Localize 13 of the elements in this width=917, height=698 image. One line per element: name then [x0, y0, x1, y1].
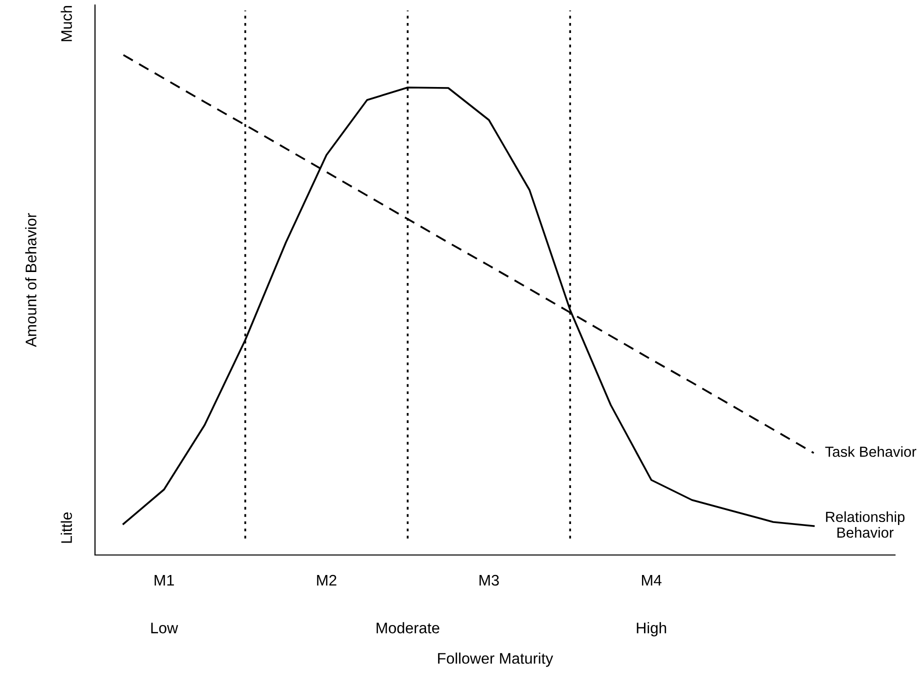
series-label: Task Behavior [825, 446, 916, 457]
text: High [636, 622, 666, 636]
x-tick-label: M1 [154, 575, 174, 586]
x-axis-title: Follower Maturity [438, 652, 554, 667]
text: Low [151, 622, 178, 634]
text: Much [60, 6, 72, 42]
x-tick-label: M3 [480, 574, 499, 586]
x-tick-label: M4 [642, 575, 662, 586]
series-label: Relationship Behavior [826, 511, 905, 538]
x-tick-label: M2 [317, 574, 336, 586]
text: Moderate [376, 622, 440, 634]
y-axis-title: Amount of Behavior [25, 213, 36, 348]
text: Little [60, 512, 72, 543]
